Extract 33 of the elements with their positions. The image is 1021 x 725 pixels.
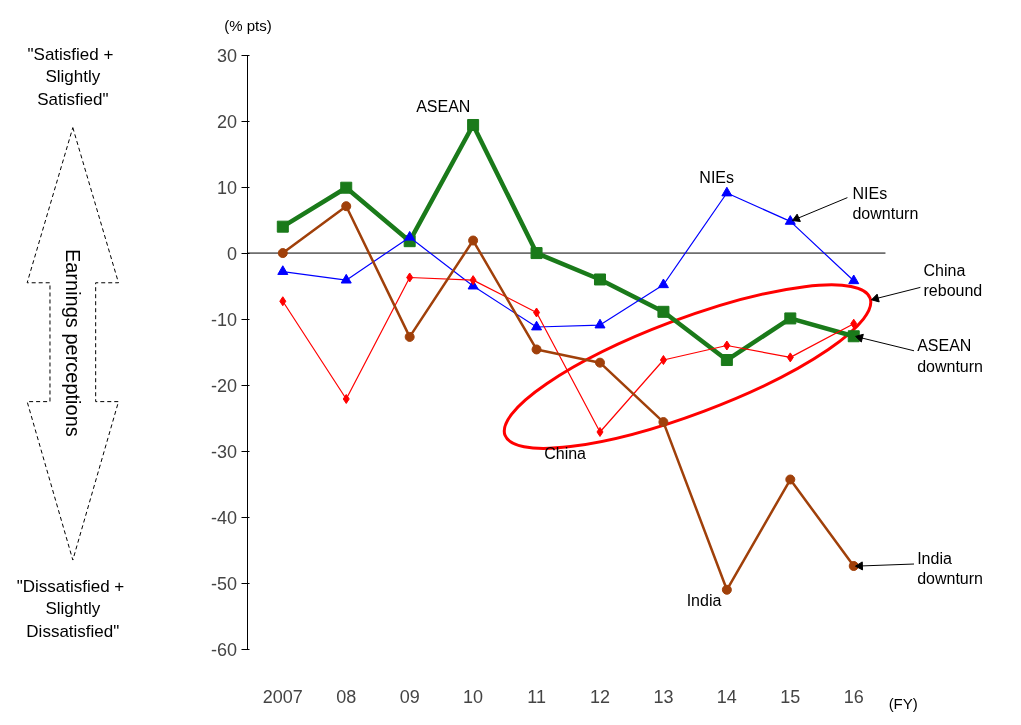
x-tick-label: 15 — [780, 686, 801, 707]
series-label: India — [686, 592, 722, 610]
y-tick-label: 10 — [216, 177, 237, 198]
annotation: NIEs downturn — [852, 184, 919, 223]
x-tick-label: 16 — [843, 686, 864, 707]
text: "Satisfied + Slightly Satisfied" — [27, 44, 114, 110]
y-tick-label: 30 — [216, 45, 237, 66]
x-tick-label: 09 — [399, 686, 420, 707]
x-axis-title: (FY) — [888, 694, 918, 712]
text: China rebound — [923, 262, 983, 300]
annotation: ASEAN downturn — [917, 337, 983, 375]
x-tick-label: 13 — [653, 686, 674, 707]
y-tick-label: -10 — [210, 309, 237, 330]
y-tick-label: 20 — [216, 111, 237, 132]
text: Earnings perceptions — [61, 248, 84, 437]
x-tick-label: 10 — [463, 686, 484, 707]
y-tick-label: -60 — [210, 639, 237, 660]
series-label: ASEAN — [416, 98, 471, 116]
x-tick-label: 12 — [589, 686, 610, 707]
y-tick-label: -20 — [210, 375, 237, 396]
y-axis-title: (% pts) — [224, 16, 272, 34]
x-tick-label: 2007 — [262, 686, 303, 707]
annotation: India downturn — [917, 549, 983, 588]
x-tick-label: 08 — [336, 686, 357, 707]
series-label: NIEs — [699, 168, 735, 186]
y-tick-label: -40 — [210, 507, 237, 528]
x-tick-label: 11 — [527, 686, 546, 707]
series-label: China — [544, 444, 587, 462]
y-tick-label: -30 — [210, 441, 237, 462]
y-tick-label: -50 — [210, 573, 237, 594]
x-tick-label: 14 — [716, 686, 737, 707]
y-tick-label: 0 — [226, 243, 237, 264]
text: "Dissatisfied + Slightly Dissatisfied" — [16, 576, 125, 642]
